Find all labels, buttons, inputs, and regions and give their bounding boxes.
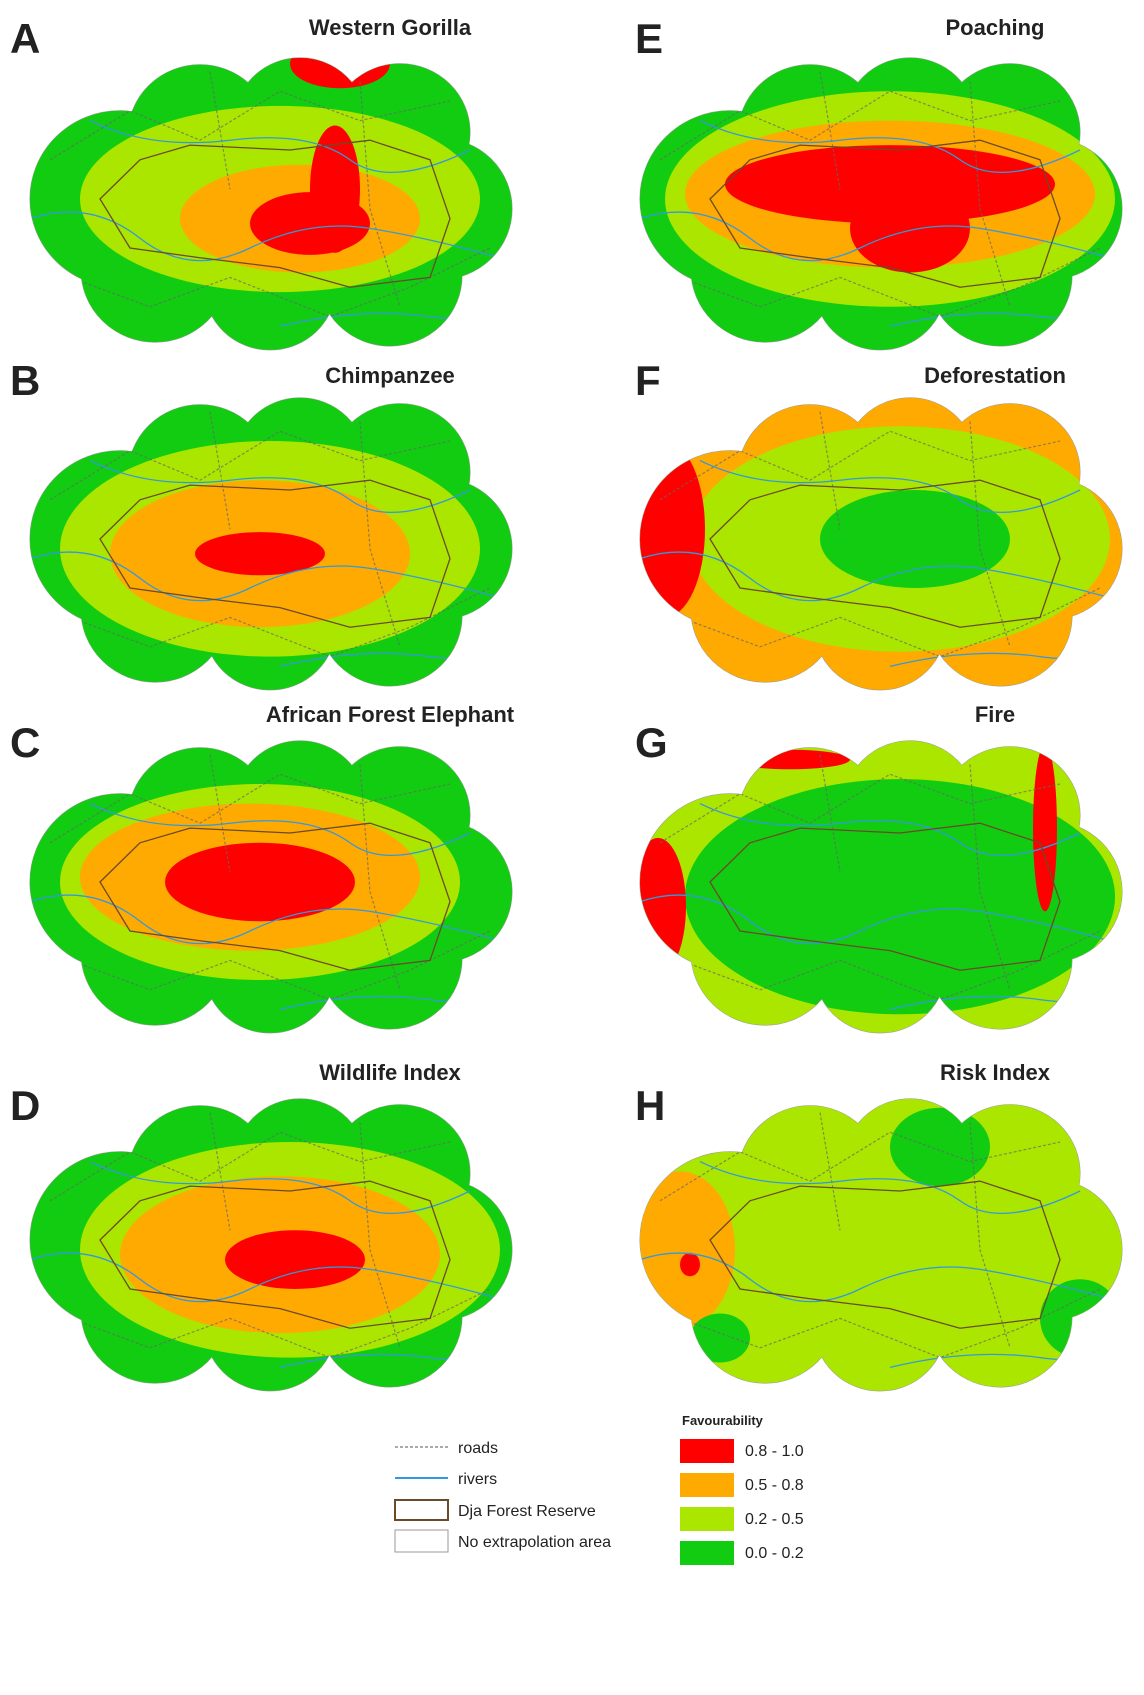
map (20, 39, 540, 365)
legend-reserve-symbol (395, 1500, 448, 1520)
zone (820, 490, 1010, 588)
panel-title: Western Gorilla (309, 15, 472, 40)
map (625, 1083, 1144, 1406)
map (625, 382, 1144, 705)
zone (690, 1314, 750, 1363)
figure: A Western Gorilla B Chimpanzee C African Fore… (0, 0, 1144, 1695)
zone (630, 838, 686, 975)
map (20, 382, 540, 705)
legend-swatch (680, 1473, 734, 1497)
panel-letter: C (10, 719, 40, 766)
map-surface (20, 725, 540, 1048)
zone (680, 1253, 700, 1277)
map-surface (20, 382, 540, 705)
panel-letter: A (10, 15, 40, 62)
zone (625, 1171, 735, 1328)
map (630, 42, 1144, 365)
legend: roads rivers Dja Forest Reserve No extrapol… (395, 1413, 804, 1565)
panel-letter: B (10, 357, 40, 404)
legend-label: 0.2 - 0.5 (745, 1511, 804, 1528)
panel-title: Wildlife Index (319, 1060, 461, 1085)
panel-letter: G (635, 719, 668, 766)
legend-label: 0.0 - 0.2 (745, 1545, 804, 1562)
panel-title: Deforestation (924, 363, 1066, 388)
legend-title: Favourability (682, 1413, 764, 1428)
zone (890, 1108, 990, 1186)
map-surface (630, 725, 1144, 1048)
zone (625, 441, 705, 617)
panel-title: Chimpanzee (325, 363, 455, 388)
panel-title: African Forest Elephant (266, 702, 515, 727)
zone (850, 184, 970, 272)
map (630, 725, 1144, 1048)
panel-title: Risk Index (940, 1060, 1051, 1085)
zone (290, 39, 390, 88)
legend-swatch (680, 1439, 734, 1463)
panel-letter: F (635, 357, 661, 404)
legend-label: rivers (458, 1471, 497, 1488)
legend-noextrap-symbol (395, 1530, 448, 1552)
legend-label: 0.8 - 1.0 (745, 1443, 804, 1460)
zone (730, 750, 850, 770)
legend-swatch (680, 1507, 734, 1531)
legend-swatch (680, 1541, 734, 1565)
legend-label: No extrapolation area (458, 1534, 611, 1551)
map-surface (20, 39, 540, 365)
map-surface (630, 42, 1144, 365)
panel-letter: H (635, 1082, 665, 1129)
legend-label: roads (458, 1440, 498, 1457)
panel-letter: E (635, 15, 663, 62)
panel-letter: D (10, 1082, 40, 1129)
map (20, 1083, 540, 1406)
panel-title: Fire (975, 702, 1015, 727)
map (20, 725, 540, 1048)
zone (225, 1230, 365, 1289)
zone (1033, 745, 1057, 912)
legend-label: 0.5 - 0.8 (745, 1477, 804, 1494)
panel-title: Poaching (945, 15, 1044, 40)
legend-label: Dja Forest Reserve (458, 1503, 596, 1520)
map-surface (20, 1083, 540, 1406)
